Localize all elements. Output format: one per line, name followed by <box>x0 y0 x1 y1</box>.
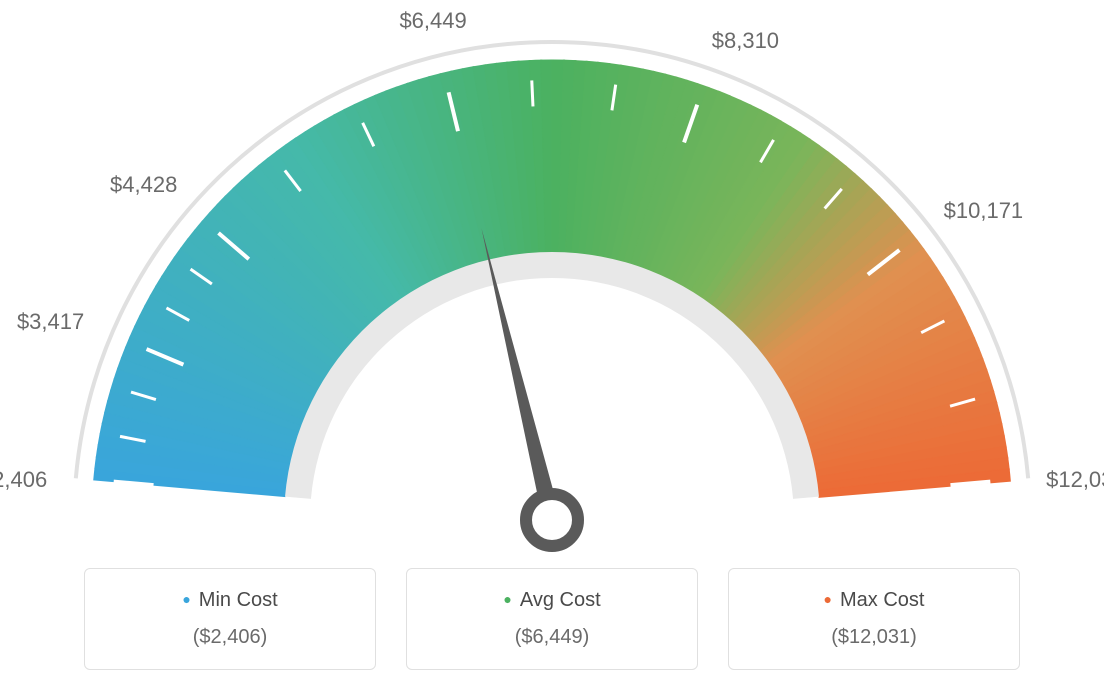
legend-min-title: Min Cost <box>85 589 375 612</box>
tick-label: $6,449 <box>399 8 466 34</box>
gauge-colored-arc <box>94 60 1011 497</box>
legend-min-value: ($2,406) <box>85 626 375 649</box>
legend-card-min: Min Cost ($2,406) <box>84 568 376 670</box>
legend-avg-title: Avg Cost <box>407 589 697 612</box>
cost-gauge-chart: $2,406 $3,417 $4,428 $6,449 $8,310 $10,171 $12… <box>0 0 1104 690</box>
gauge-svg <box>0 0 1104 560</box>
tick-label: $10,171 <box>944 198 1024 224</box>
legend-avg-value: ($6,449) <box>407 626 697 649</box>
tick-label: $8,310 <box>712 28 779 54</box>
legend-max-value: ($12,031) <box>729 626 1019 649</box>
tick-label: $4,428 <box>110 172 177 198</box>
tick-label: $12,031 <box>1046 467 1104 493</box>
legend-card-max: Max Cost ($12,031) <box>728 568 1020 670</box>
gauge-area <box>0 0 1104 550</box>
legend-card-avg: Avg Cost ($6,449) <box>406 568 698 670</box>
legend-row: Min Cost ($2,406) Avg Cost ($6,449) Max … <box>0 568 1104 670</box>
tick-label: $3,417 <box>17 309 84 335</box>
tick-label: $2,406 <box>0 467 47 493</box>
gauge-needle-hub <box>526 494 578 546</box>
legend-max-title: Max Cost <box>729 589 1019 612</box>
